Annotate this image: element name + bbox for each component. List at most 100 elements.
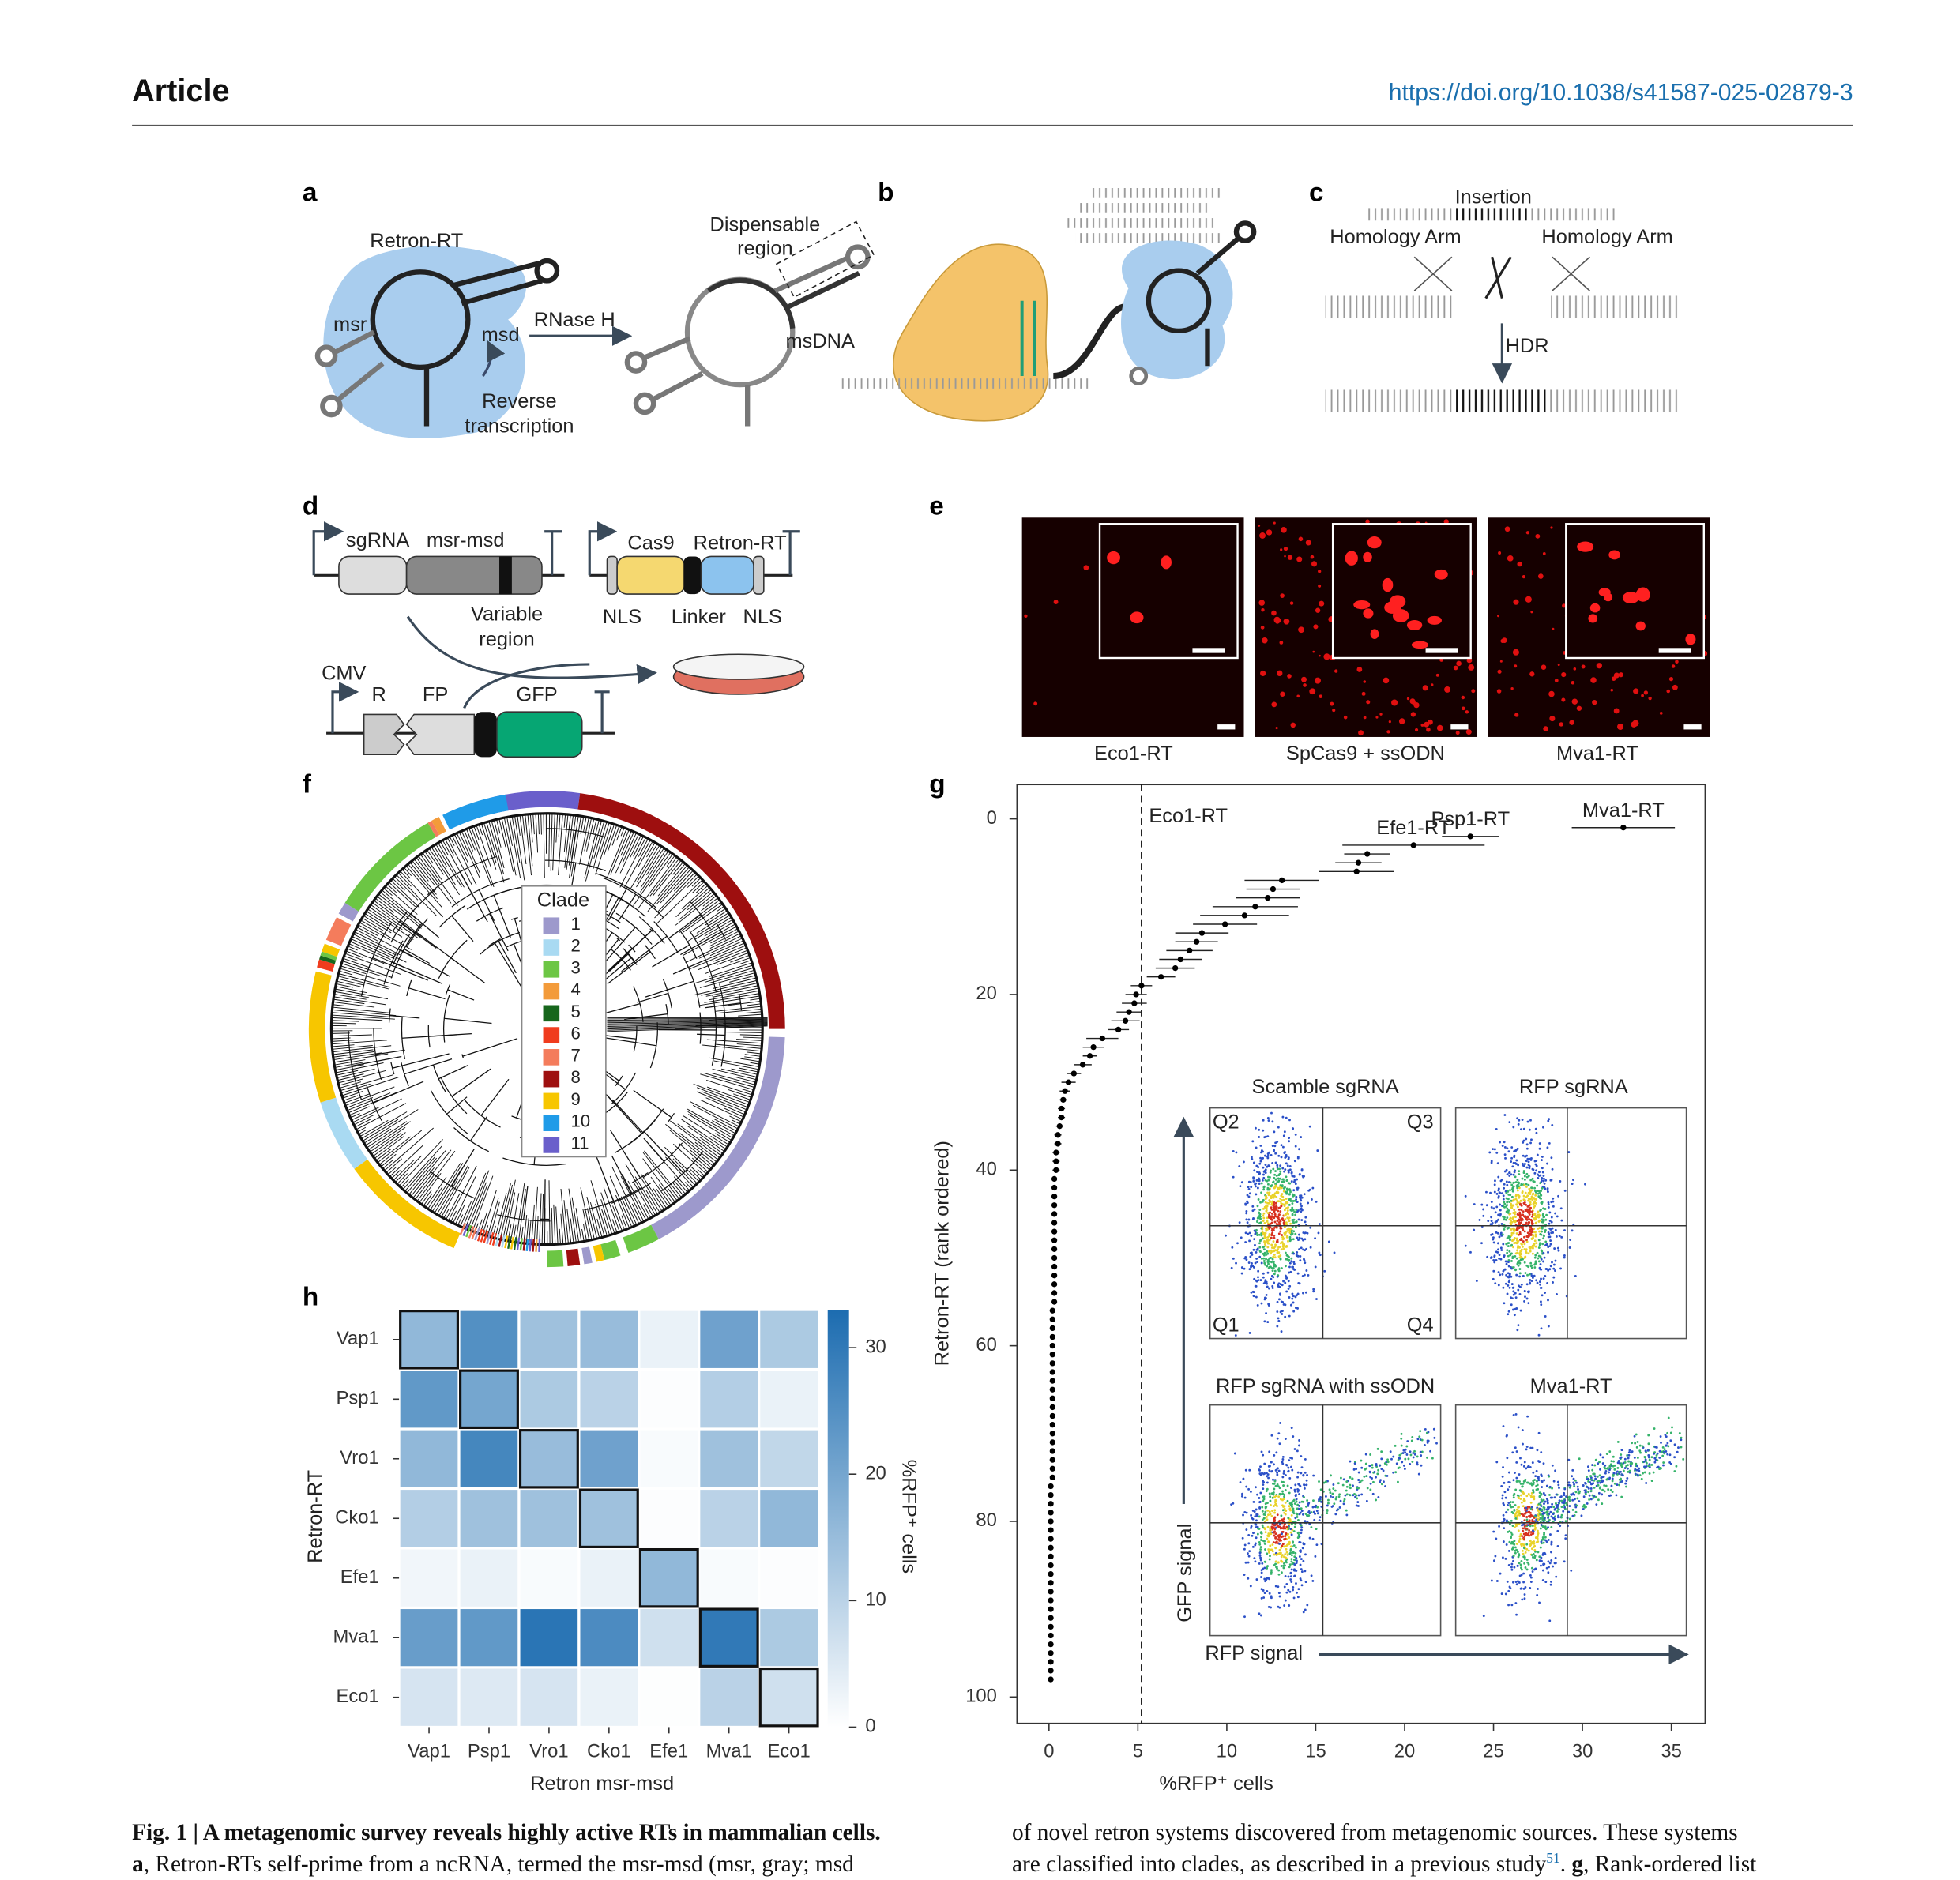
event	[1267, 1476, 1270, 1480]
event	[1502, 1243, 1505, 1246]
event	[1605, 1453, 1608, 1455]
event	[1250, 1186, 1253, 1189]
event	[1527, 1209, 1529, 1212]
event	[1255, 1526, 1258, 1528]
cell	[1622, 592, 1639, 604]
branch	[430, 1163, 461, 1211]
event	[1523, 1289, 1526, 1292]
event	[1266, 1135, 1270, 1138]
event	[1284, 1218, 1287, 1220]
branch	[446, 837, 473, 886]
point-label: Efe1-RT	[1376, 817, 1450, 839]
event	[1300, 1466, 1304, 1469]
clade-arc	[344, 822, 436, 912]
event	[1300, 1472, 1303, 1475]
legend-title: Clade	[537, 889, 589, 912]
branch	[633, 836, 644, 857]
event	[1572, 1481, 1575, 1484]
event	[1280, 1205, 1283, 1208]
event	[1277, 1180, 1280, 1183]
event	[1544, 1292, 1546, 1294]
event	[1276, 1471, 1279, 1474]
branch	[435, 844, 462, 888]
branch	[615, 831, 634, 874]
event	[1522, 1480, 1525, 1483]
event	[1525, 1495, 1529, 1498]
branch	[739, 995, 743, 1011]
event	[1551, 1167, 1554, 1171]
branch	[607, 1023, 768, 1028]
decoration	[773, 253, 854, 293]
branch	[642, 1158, 676, 1203]
event	[1288, 1198, 1290, 1201]
event	[1506, 1216, 1509, 1219]
panel-d-diagram	[312, 521, 805, 758]
event	[1325, 1480, 1327, 1483]
event	[1610, 1484, 1613, 1487]
event	[1278, 1523, 1281, 1526]
event	[1311, 1537, 1315, 1540]
event	[1274, 1201, 1277, 1205]
event	[1319, 1254, 1322, 1257]
event	[1594, 1477, 1597, 1480]
event	[1518, 1537, 1522, 1540]
clade-arc	[623, 1224, 659, 1253]
event	[1513, 1543, 1516, 1546]
cell	[1530, 611, 1533, 614]
diagram-label: Cas9	[627, 532, 674, 554]
branch	[699, 972, 755, 988]
event	[1589, 1475, 1593, 1477]
event	[1527, 1481, 1530, 1484]
branch	[685, 935, 742, 964]
event	[1541, 1512, 1544, 1515]
event	[1245, 1511, 1248, 1514]
event	[1284, 1251, 1287, 1254]
cell	[1431, 683, 1434, 686]
event	[1573, 1493, 1576, 1496]
event	[1298, 1439, 1301, 1442]
event	[1525, 1250, 1528, 1254]
event	[1289, 1504, 1292, 1507]
event	[1258, 1500, 1262, 1503]
event	[1384, 1474, 1387, 1477]
cell	[1305, 540, 1311, 546]
event	[1525, 1172, 1529, 1175]
event	[1591, 1494, 1594, 1497]
event	[1418, 1435, 1421, 1438]
doi-link[interactable]: https://doi.org/10.1038/s41587-025-02879…	[1389, 80, 1853, 106]
event	[1530, 1506, 1533, 1509]
event	[1300, 1237, 1304, 1240]
event	[1273, 1528, 1277, 1531]
event	[1504, 1496, 1507, 1499]
event	[1300, 1528, 1303, 1532]
point	[1049, 1439, 1055, 1446]
event	[1529, 1278, 1532, 1281]
event	[1529, 1228, 1532, 1231]
event	[1510, 1566, 1513, 1569]
event	[1542, 1541, 1545, 1544]
event	[1509, 1523, 1511, 1525]
event	[1278, 1535, 1281, 1538]
event	[1530, 1231, 1533, 1234]
event	[1293, 1160, 1296, 1163]
event	[1270, 1154, 1273, 1156]
event	[1281, 1185, 1284, 1188]
cell	[1561, 671, 1567, 678]
event	[1281, 1476, 1285, 1479]
event	[1300, 1570, 1304, 1574]
event	[1272, 1228, 1275, 1231]
event	[1260, 1539, 1262, 1541]
event	[1355, 1494, 1358, 1497]
event	[1369, 1482, 1372, 1485]
event	[1538, 1230, 1541, 1233]
event	[1273, 1173, 1277, 1176]
event	[1305, 1247, 1308, 1250]
branch	[462, 1038, 518, 1057]
branch	[410, 1167, 435, 1197]
event	[1536, 1449, 1539, 1452]
event	[1273, 1269, 1277, 1273]
event	[1249, 1585, 1252, 1588]
branch	[647, 865, 688, 912]
event	[1267, 1250, 1270, 1253]
